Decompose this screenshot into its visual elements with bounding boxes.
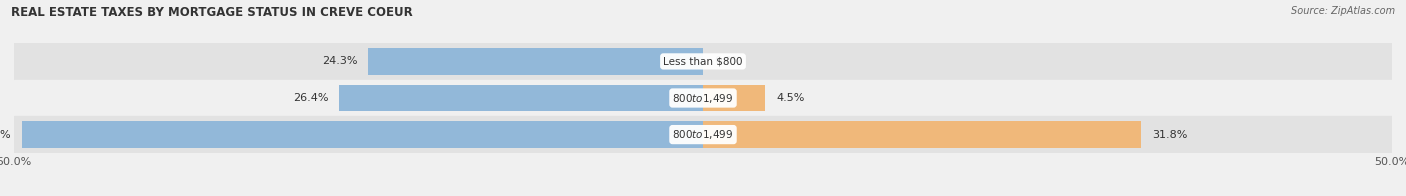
Bar bbox=[14, 116, 1392, 153]
Text: $800 to $1,499: $800 to $1,499 bbox=[672, 92, 734, 104]
Bar bbox=[703, 85, 765, 111]
Text: 0.0%: 0.0% bbox=[714, 56, 742, 66]
Text: 49.4%: 49.4% bbox=[0, 130, 11, 140]
Bar bbox=[22, 121, 703, 148]
Text: 31.8%: 31.8% bbox=[1152, 130, 1188, 140]
Bar bbox=[339, 85, 703, 111]
Bar bbox=[703, 121, 1142, 148]
Text: Less than $800: Less than $800 bbox=[664, 56, 742, 66]
Bar bbox=[368, 48, 703, 75]
Text: 24.3%: 24.3% bbox=[322, 56, 357, 66]
Text: REAL ESTATE TAXES BY MORTGAGE STATUS IN CREVE COEUR: REAL ESTATE TAXES BY MORTGAGE STATUS IN … bbox=[11, 6, 413, 19]
Text: 26.4%: 26.4% bbox=[292, 93, 328, 103]
Bar bbox=[14, 43, 1392, 80]
Text: $800 to $1,499: $800 to $1,499 bbox=[672, 128, 734, 141]
Text: Source: ZipAtlas.com: Source: ZipAtlas.com bbox=[1291, 6, 1395, 16]
Text: 4.5%: 4.5% bbox=[776, 93, 804, 103]
Bar bbox=[14, 80, 1392, 116]
